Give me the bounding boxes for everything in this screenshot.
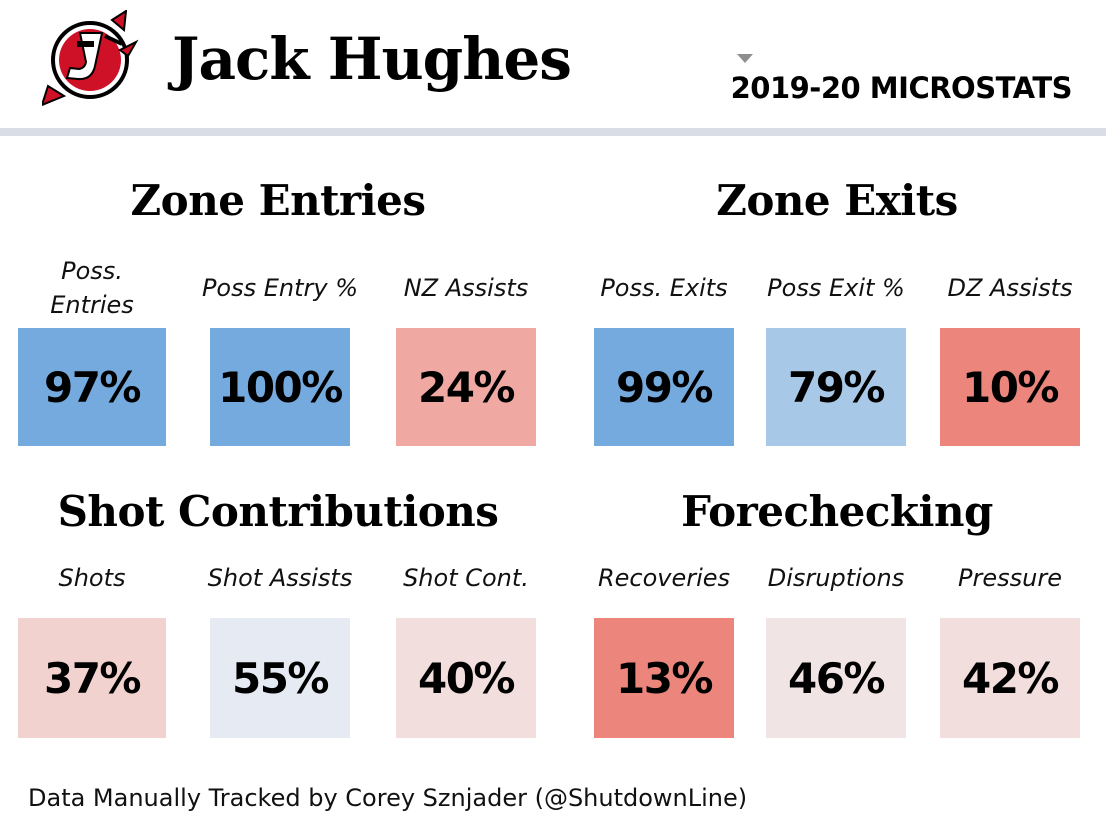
metric-tile-poss-exits: 99% <box>594 328 734 446</box>
metric-label-shots: Shots <box>58 564 126 592</box>
new-jersey-devils-logo-icon <box>42 10 139 106</box>
header-bar <box>0 0 1106 128</box>
metric-tile-shots: 37% <box>18 618 166 738</box>
metric-label-pressure: Pressure <box>958 564 1062 592</box>
metric-tile-poss-exit-pct: 79% <box>766 328 906 446</box>
metric-label-poss-entry-pct: Poss Entry % <box>201 274 359 302</box>
chevron-down-icon[interactable] <box>737 54 753 63</box>
metric-label-shot-assists: Shot Assists <box>207 564 353 592</box>
metric-label-poss-exit-pct: Poss Exit % <box>767 274 905 302</box>
season-label: 2019-20 MICROSTATS <box>730 71 1073 105</box>
section-title-forechecking: Forechecking <box>681 487 993 536</box>
section-title-shot-contributions: Shot Contributions <box>57 487 499 536</box>
header-divider <box>0 128 1106 136</box>
metric-tile-shot-cont: 40% <box>396 618 536 738</box>
metric-tile-recoveries: 13% <box>594 618 734 738</box>
section-title-zone-entries: Zone Entries <box>130 176 426 225</box>
section-title-zone-exits: Zone Exits <box>716 176 958 225</box>
metric-label-recoveries: Recoveries <box>597 564 731 592</box>
player-name: Jack Hughes <box>172 25 572 93</box>
metric-label-disruptions: Disruptions <box>767 564 905 592</box>
metric-tile-shot-assists: 55% <box>210 618 350 738</box>
metric-tile-poss-entry-pct: 100% <box>210 328 350 446</box>
metric-label-shot-cont: Shot Cont. <box>403 564 529 592</box>
metric-tile-pressure: 42% <box>940 618 1080 738</box>
footer-credit: Data Manually Tracked by Corey Sznjader … <box>28 784 748 812</box>
metric-tile-nz-assists: 24% <box>396 328 536 446</box>
metric-label-dz-assists: DZ Assists <box>947 274 1073 302</box>
metric-tile-disruptions: 46% <box>766 618 906 738</box>
metric-label-poss-entries: Poss. Entries <box>50 257 134 319</box>
metric-tile-dz-assists: 10% <box>940 328 1080 446</box>
metric-tile-poss-entries: 97% <box>18 328 166 446</box>
metric-label-nz-assists: NZ Assists <box>403 274 529 302</box>
metric-label-poss-exits: Poss. Exits <box>600 274 728 302</box>
